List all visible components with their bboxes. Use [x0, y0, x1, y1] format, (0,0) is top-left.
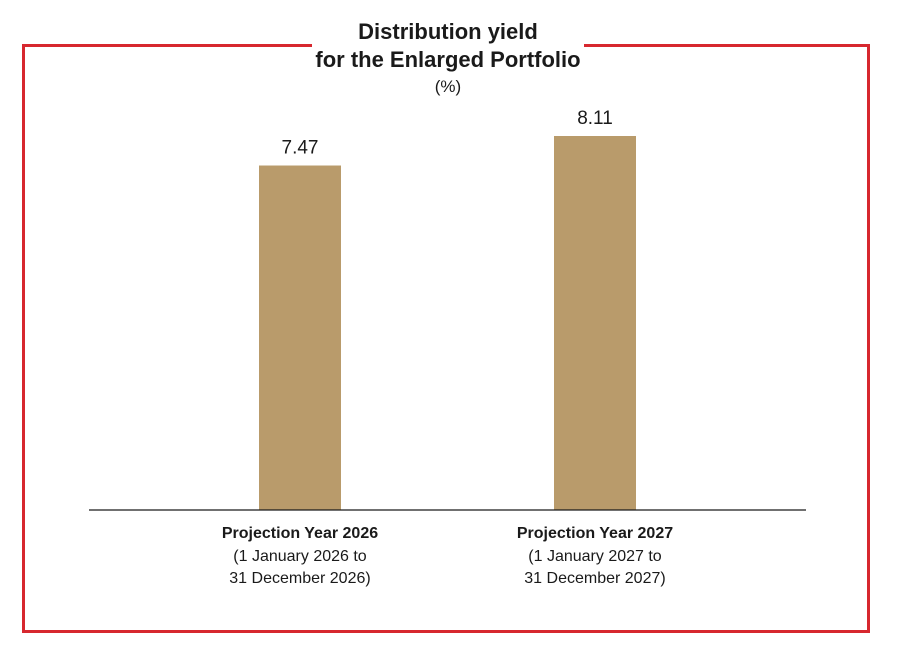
chart-title-line-1: Distribution yield	[358, 19, 538, 44]
chart-title-line-2: for the Enlarged Portfolio	[315, 47, 581, 72]
bars-group	[259, 136, 636, 511]
data-label-2: 8.11	[577, 108, 613, 129]
category-subtitle-2-line-1: (1 January 2027 to	[528, 548, 662, 565]
labels-group: 7.47 Projection Year 2026 (1 January 2026 …	[222, 108, 673, 587]
bar-2	[554, 136, 636, 510]
data-label-1: 7.47	[282, 138, 319, 159]
category-subtitle-1-line-1: (1 January 2026 to	[233, 548, 367, 565]
category-title-2: Projection Year 2027	[517, 525, 673, 542]
chart-title-block: Distribution yield for the Enlarged Port…	[312, 18, 584, 98]
chart-unit-label: (%)	[434, 77, 462, 96]
category-subtitle-2-line-2: 31 December 2027)	[524, 570, 665, 587]
category-title-1: Projection Year 2026	[222, 525, 378, 542]
bar-1	[259, 165, 341, 511]
category-subtitle-1-line-2: 31 December 2026)	[229, 570, 370, 587]
